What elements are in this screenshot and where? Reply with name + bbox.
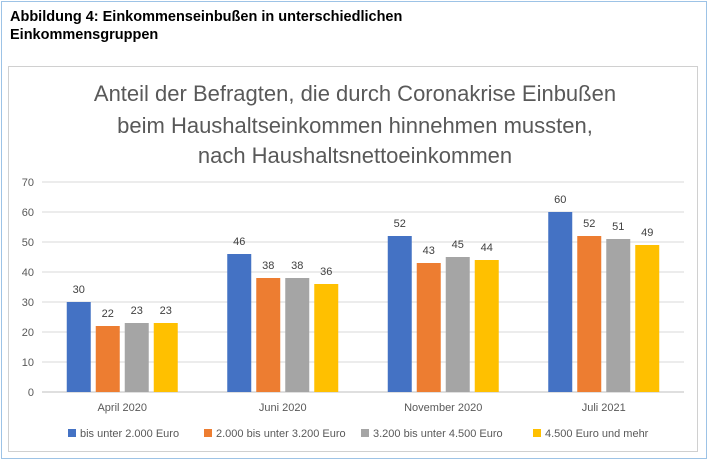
data-label-1-4: 60: [554, 194, 566, 206]
data-label-2-3: 43: [423, 245, 435, 257]
bar-4-2: [314, 284, 339, 392]
legend-label-1: bis unter 2.000 Euro: [80, 428, 179, 440]
data-label-4-1: 23: [160, 305, 172, 317]
bar-1-2: [227, 254, 252, 392]
data-label-3-4: 51: [612, 221, 624, 233]
data-label-4-2: 36: [320, 266, 332, 278]
x-tick-label-3: November 2020: [404, 402, 482, 414]
legend-label-4: 4.500 Euro und mehr: [545, 428, 649, 440]
data-label-4-3: 44: [481, 242, 493, 254]
bar-3-3: [445, 257, 470, 392]
bar-1-4: [548, 212, 573, 392]
y-tick-label-70: 70: [22, 177, 34, 189]
y-tick-label-30: 30: [22, 297, 34, 309]
y-tick-label-20: 20: [22, 327, 34, 339]
y-tick-label-10: 10: [22, 357, 34, 369]
bar-1-3: [387, 236, 412, 392]
bar-2-1: [95, 326, 120, 392]
chart-title-line-3: nach Haushaltsnettoeinkommen: [198, 143, 512, 168]
legend-label-3: 3.200 bis unter 4.500 Euro: [373, 428, 503, 440]
figure-caption-line-2: Einkommensgruppen: [10, 27, 159, 43]
data-label-1-3: 52: [394, 218, 406, 230]
x-tick-label-4: Juli 2021: [582, 402, 626, 414]
data-label-3-2: 38: [291, 260, 303, 272]
bar-4-4: [635, 245, 660, 392]
bar-3-2: [285, 278, 310, 392]
bar-2-3: [416, 263, 441, 392]
x-tick-label-2: Juni 2020: [259, 402, 307, 414]
chart-title-line-2: beim Haushaltseinkommen hinnehmen musste…: [117, 113, 593, 138]
data-label-1-1: 30: [73, 284, 85, 296]
legend-swatch-1: [68, 429, 76, 437]
bar-4-3: [474, 260, 499, 392]
x-tick-label-1: April 2020: [97, 402, 147, 414]
y-tick-label-40: 40: [22, 267, 34, 279]
bar-3-1: [124, 323, 149, 392]
chart-title-line-1: Anteil der Befragten, die durch Coronakr…: [94, 81, 616, 106]
data-label-4-4: 49: [641, 227, 653, 239]
legend-swatch-3: [361, 429, 369, 437]
legend-label-2: 2.000 bis unter 3.200 Euro: [216, 428, 346, 440]
data-label-3-1: 23: [131, 305, 143, 317]
legend-swatch-4: [533, 429, 541, 437]
data-label-2-4: 52: [583, 218, 595, 230]
y-tick-label-60: 60: [22, 207, 34, 219]
data-label-1-2: 46: [233, 236, 245, 248]
bar-3-4: [606, 239, 631, 392]
data-label-3-3: 45: [452, 239, 464, 251]
bar-4-1: [153, 323, 178, 392]
y-tick-label-0: 0: [28, 387, 34, 399]
bar-2-4: [577, 236, 602, 392]
figure-caption: Abbildung 4: Einkommenseinbußen in unter…: [10, 8, 530, 44]
figure-caption-line-1: Abbildung 4: Einkommenseinbußen in unter…: [10, 9, 403, 25]
legend-swatch-2: [204, 429, 212, 437]
bar-1-1: [66, 302, 91, 392]
y-tick-label-50: 50: [22, 237, 34, 249]
data-label-2-1: 22: [102, 308, 114, 320]
data-label-2-2: 38: [262, 260, 274, 272]
bar-2-2: [256, 278, 281, 392]
